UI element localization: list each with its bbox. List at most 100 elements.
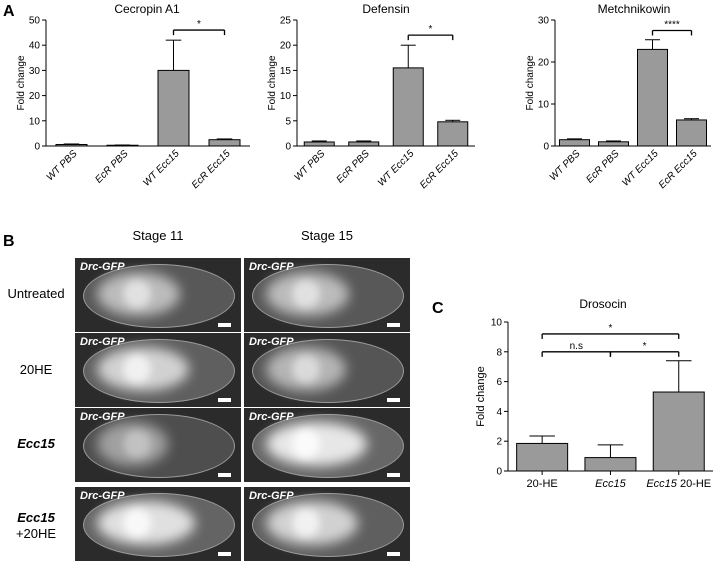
chart1-bar — [157, 69, 190, 147]
chart3-bar — [676, 119, 707, 147]
chart1-y-axis-label: Fold change — [16, 55, 27, 110]
scale-bar — [218, 398, 231, 402]
chart3-x-tick-label: WT PBS — [548, 148, 583, 183]
panel-letter-a: A — [3, 3, 15, 20]
chart2-title: Defensin — [362, 2, 409, 16]
micrograph-r3-c2: Drc-GFP — [244, 408, 410, 482]
chart4-title: Drosocin — [579, 297, 626, 311]
scale-bar — [387, 323, 400, 327]
chart2-x-tick-label: EcR Ecc15 — [418, 148, 461, 191]
micrograph-r3-c1: Drc-GFP — [75, 408, 241, 482]
chart4-significance-label: * — [643, 341, 647, 352]
gfp-core — [292, 280, 320, 308]
chart3-bar — [637, 48, 668, 147]
chart3-title: Metchnikowin — [598, 2, 671, 16]
chart4-significance-label: n.s — [570, 341, 583, 352]
chart2-bar — [348, 141, 380, 147]
chart3-y-tick-label: 20 — [538, 58, 550, 69]
micrograph-r1-c2: Drc-GFP — [244, 258, 410, 332]
row-label-ecc15-20he-line2: +20HE — [15, 526, 57, 541]
micrograph-r4-c2: Drc-GFP — [244, 487, 410, 561]
chart3-y-tick-label: 0 — [543, 142, 549, 153]
scale-bar — [387, 552, 400, 556]
chart4-x-tick-label: 20-HE — [527, 478, 558, 490]
chart3-x-tick-label: EcR Ecc15 — [657, 148, 700, 191]
row-label-untreated: Untreated — [7, 286, 65, 301]
row-label-20he: 20HE — [19, 362, 53, 377]
chart2-significance-label: * — [429, 24, 433, 35]
gfp-core — [123, 355, 151, 383]
image-label: Drc-GFP — [80, 490, 125, 502]
chart2-y-tick-label: 25 — [280, 16, 292, 27]
image-label: Drc-GFP — [249, 261, 294, 273]
chart4-y-tick-label: 10 — [491, 318, 503, 329]
chart1-y-tick-label: 40 — [29, 41, 41, 52]
scale-bar — [218, 323, 231, 327]
chart4-y-tick-label: 6 — [496, 377, 502, 388]
chart1-title: Cecropin A1 — [114, 2, 180, 16]
chart2-y-tick-label: 0 — [285, 142, 291, 153]
chart4-x-tick-label: Ecc15 — [595, 478, 626, 490]
image-label: Drc-GFP — [249, 490, 294, 502]
chart4-y-axis-label: Fold change — [475, 366, 487, 427]
image-label: Drc-GFP — [249, 336, 294, 348]
chart3-x-tick-label: WT Ecc15 — [620, 148, 661, 189]
chart4-significance-label: * — [608, 323, 612, 334]
chart3-bar — [559, 139, 590, 147]
chart1-x-tick-label: EcR Ecc15 — [190, 148, 233, 191]
scale-bar — [218, 473, 231, 477]
chart3-bar — [598, 141, 629, 147]
scale-bar — [387, 398, 400, 402]
column-label-stage-15: Stage 15 — [300, 228, 354, 243]
chart4-bar — [652, 391, 705, 472]
panel-letter-c: C — [432, 300, 444, 317]
chart4-y-tick-label: 0 — [496, 467, 502, 478]
image-label: Drc-GFP — [80, 411, 125, 423]
chart3-x-tick-label: EcR PBS — [584, 148, 621, 185]
row-label-ecc15-20he-line1: Ecc15 — [17, 510, 55, 525]
chart1-significance-label: * — [197, 19, 201, 30]
chart1-y-tick-label: 30 — [29, 66, 41, 77]
chart4-y-tick-label: 4 — [496, 407, 502, 418]
chart3-y-axis-label: Fold change — [525, 55, 536, 110]
row-label-ecc15: Ecc15 — [17, 436, 55, 451]
chart3-y-tick-label: 30 — [538, 16, 550, 27]
scale-bar — [218, 552, 231, 556]
image-label: Drc-GFP — [80, 336, 125, 348]
chart1-x-tick-label: WT PBS — [45, 148, 80, 183]
chart2-x-tick-label: WT PBS — [292, 148, 327, 183]
chart4-y-tick-label: 8 — [496, 347, 502, 358]
chart1-y-tick-label: 0 — [34, 142, 40, 153]
chart2-bar — [303, 141, 335, 147]
chart2-bar — [437, 121, 469, 147]
gfp-core — [292, 430, 320, 458]
chart2-x-tick-label: WT Ecc15 — [376, 148, 417, 189]
micrograph-r1-c1: Drc-GFP — [75, 258, 241, 332]
gfp-core — [292, 355, 320, 383]
gfp-signal — [97, 422, 168, 466]
chart2-y-tick-label: 5 — [285, 116, 291, 127]
chart2-y-tick-label: 15 — [280, 66, 292, 77]
chart2-y-tick-label: 10 — [280, 91, 292, 102]
chart1-x-tick-label: WT Ecc15 — [141, 148, 182, 189]
gfp-core — [123, 280, 151, 308]
micrograph-r2-c2: Drc-GFP — [244, 333, 410, 407]
image-label: Drc-GFP — [80, 261, 125, 273]
gfp-core — [292, 509, 320, 537]
gfp-core — [123, 430, 151, 458]
chart4-bar — [516, 442, 569, 472]
chart1-y-tick-label: 10 — [29, 116, 41, 127]
chart4-y-tick-label: 2 — [496, 437, 502, 448]
chart1-bar — [55, 143, 88, 147]
chart1-bar — [208, 139, 241, 147]
gfp-core — [123, 509, 151, 537]
chart4-bar — [584, 457, 637, 472]
scale-bar — [387, 473, 400, 477]
micrograph-r2-c1: Drc-GFP — [75, 333, 241, 407]
micrograph-r4-c1: Drc-GFP — [75, 487, 241, 561]
chart1-y-tick-label: 50 — [29, 16, 41, 27]
chart2-bar — [392, 67, 424, 147]
panel-letter-b: B — [3, 233, 15, 250]
chart2-x-tick-label: EcR PBS — [335, 148, 372, 185]
